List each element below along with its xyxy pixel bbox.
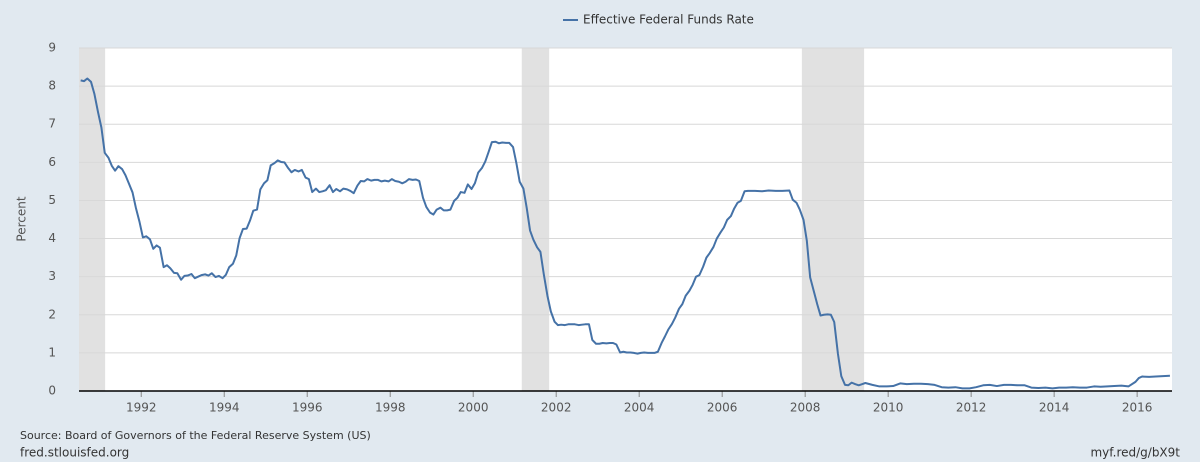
recession-band [79,48,106,391]
x-tick-label: 2008 [790,401,821,415]
y-tick-label: 1 [48,345,56,359]
y-axis-label: Percent [15,196,29,241]
x-tick-label: 1992 [126,401,157,415]
y-tick-label: 9 [48,41,56,55]
plot-area [79,48,1172,391]
source-note: Source: Board of Governors of the Federa… [20,429,371,442]
legend-label: Effective Federal Funds Rate [583,13,754,27]
x-tick-label: 2002 [541,401,572,415]
x-tick-label: 2012 [956,401,987,415]
x-tick-label: 2010 [873,401,904,415]
x-tick-label: 2006 [707,401,738,415]
x-tick-label: 1994 [209,401,240,415]
series-line [80,77,1170,390]
recession-band [521,48,550,391]
y-tick-label: 7 [48,117,56,131]
y-tick-label: 5 [48,193,56,207]
x-tick-label: 2016 [1122,401,1153,415]
y-tick-label: 6 [48,155,56,169]
x-tick-label: 2004 [624,401,655,415]
x-tick-label: 2014 [1039,401,1070,415]
x-tick-label: 2000 [458,401,489,415]
x-tick-label: 1998 [375,401,406,415]
short-link[interactable]: myf.red/g/bX9t [1090,446,1180,460]
site-link[interactable]: fred.stlouisfed.org [20,446,129,460]
x-tick-label: 1996 [292,401,323,415]
y-tick-label: 3 [48,269,56,283]
y-tick-label: 0 [48,384,56,398]
y-tick-label: 4 [48,231,56,245]
y-tick-label: 8 [48,79,56,93]
y-tick-label: 2 [48,307,56,321]
recession-band [801,48,865,391]
